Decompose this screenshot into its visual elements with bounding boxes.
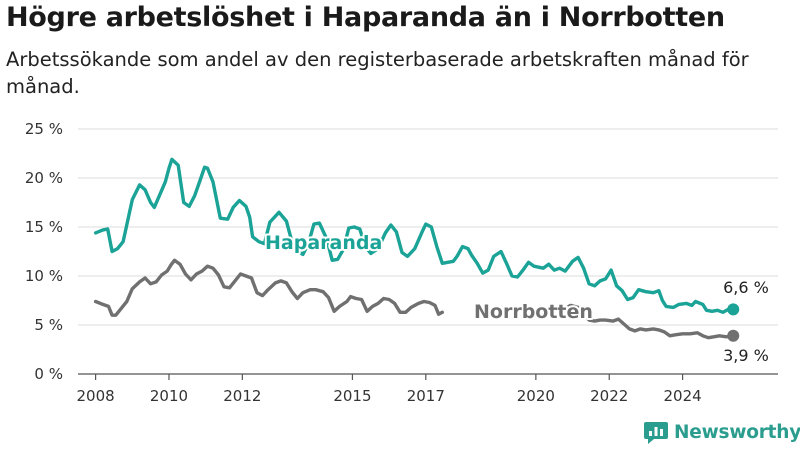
brand-name: Newsworthy <box>674 421 800 443</box>
chart-title: Högre arbetslöshet i Haparanda än i Norr… <box>6 2 725 33</box>
newsworthy-logo: Newsworthy <box>644 419 800 445</box>
x-axis-ticks: 2008 2010 2012 2015 2017 2020 2022 2024 <box>77 374 702 405</box>
haparanda-series-line <box>93 157 735 314</box>
x-tick-label: 2017 <box>407 387 445 405</box>
y-tick-label: 0 % <box>34 365 63 383</box>
norrbotten-series-line-segment <box>563 303 735 340</box>
haparanda-end-value: 6,6 % <box>723 278 769 297</box>
norrbotten-end-point <box>727 329 740 342</box>
norrbotten-series-label: Norrbotten <box>474 301 593 323</box>
y-tick-label: 25 % <box>25 120 63 138</box>
x-tick-label: 2022 <box>590 387 628 405</box>
haparanda-end-point <box>727 303 740 316</box>
grid-lines <box>78 128 778 375</box>
y-tick-label: 15 % <box>25 218 63 236</box>
y-tick-label: 5 % <box>34 316 63 334</box>
x-tick-label: 2012 <box>223 387 261 405</box>
series-lines <box>93 157 740 342</box>
x-tick-label: 2015 <box>333 387 371 405</box>
newsworthy-logo-icon <box>644 422 668 444</box>
x-tick-label: 2008 <box>77 387 115 405</box>
haparanda-series-label: Haparanda <box>265 232 382 254</box>
y-tick-label: 20 % <box>25 169 63 187</box>
norrbotten-end-value: 3,9 % <box>723 346 769 365</box>
y-tick-label: 10 % <box>25 267 63 285</box>
norrbotten-series-line <box>93 258 444 317</box>
x-tick-label: 2010 <box>150 387 188 405</box>
y-axis-ticks: 0 % 5 % 10 % 15 % 20 % 25 % <box>25 120 63 383</box>
x-tick-label: 2020 <box>517 387 555 405</box>
x-tick-label: 2024 <box>664 387 702 405</box>
chart-subtitle: Arbetssökande som andel av den registerb… <box>6 48 749 98</box>
series-labels: Haparanda Norrbotten 6,6 % 3,9 % <box>263 230 771 367</box>
